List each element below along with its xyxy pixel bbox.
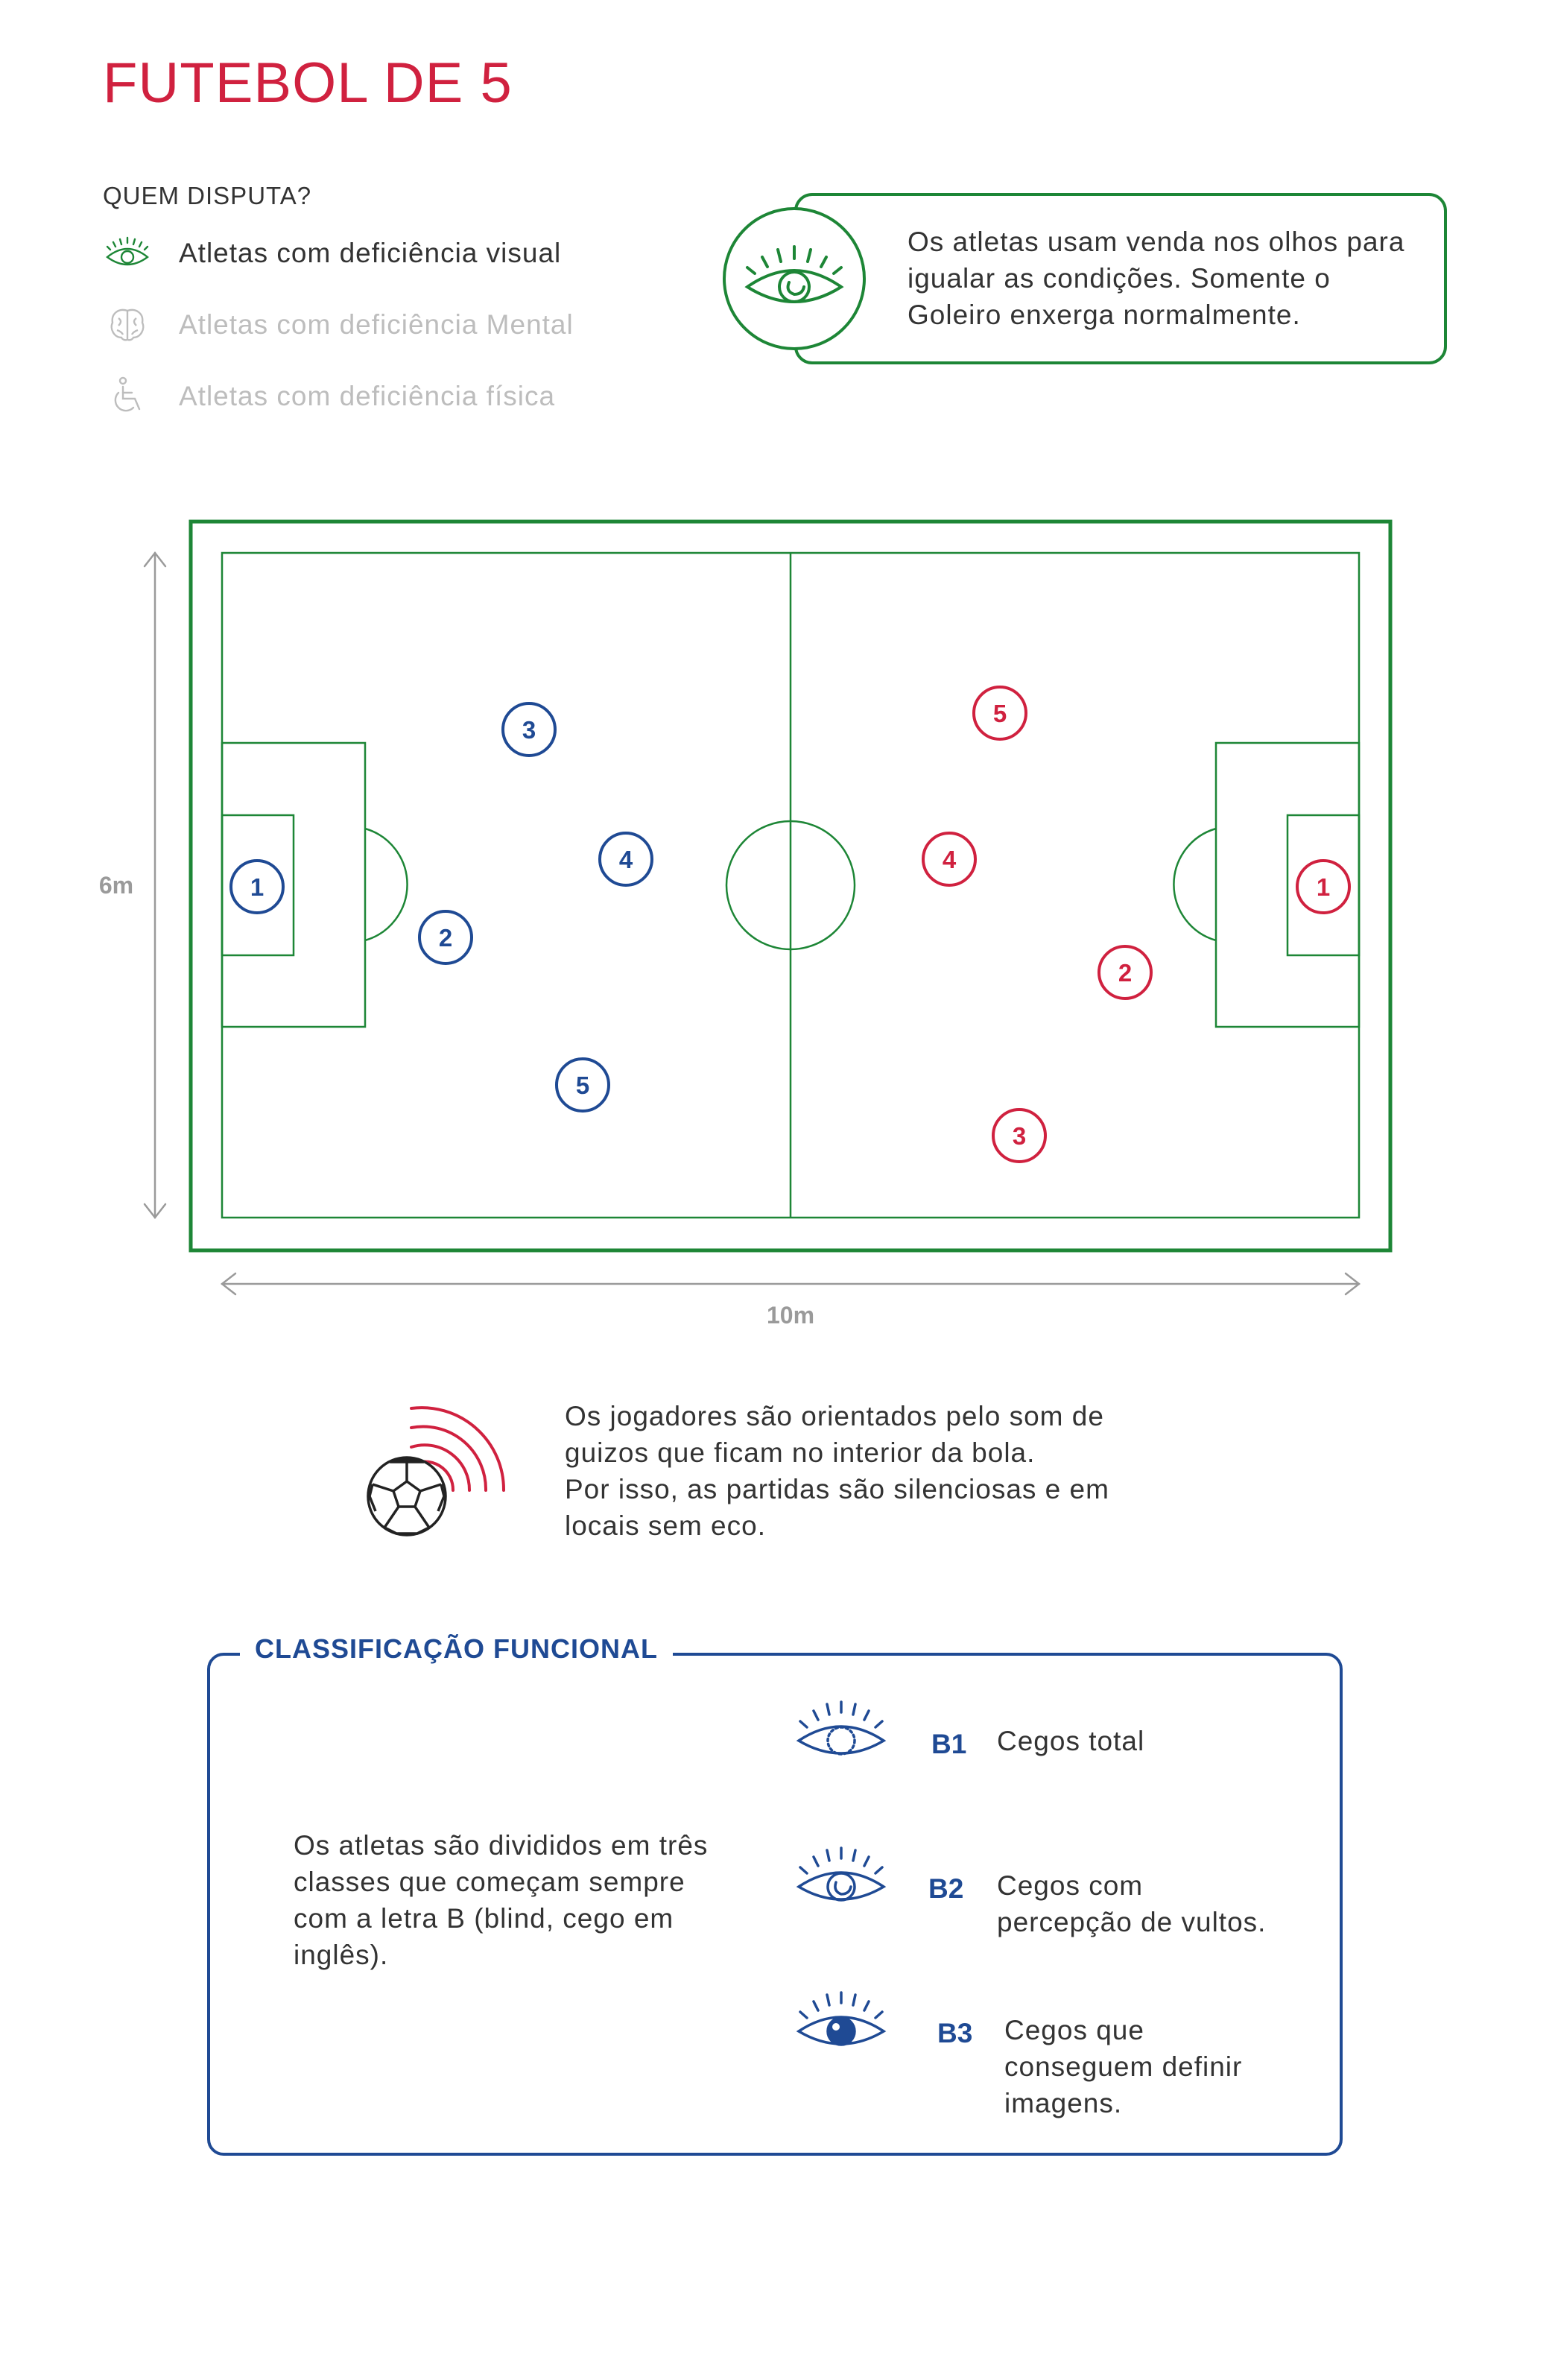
player-number: 4 [619,846,633,873]
classification-description: Os atletas são divididos em três classes… [294,1830,709,1970]
left-penalty-arc [364,827,408,942]
class-label-line: Cegos que [1004,2015,1144,2045]
classification-heading: CLASSIFICAÇÃO FUNCIONAL [240,1633,673,1665]
ball-text-line: locais sem eco. [565,1510,766,1541]
sound-waves-icon [410,1406,506,1492]
category-physical: Atletas com deficiência física [104,374,555,419]
player-number: 3 [1013,1122,1026,1150]
player-number: 2 [1118,959,1132,987]
category-visual: Atletas com deficiência visual [104,231,561,276]
class-label-line: imagens. [1004,2088,1123,2118]
player-number: 3 [522,716,536,744]
soccer-ball-icon [367,1456,447,1536]
width-label: 10m [767,1302,814,1329]
player-number: 2 [439,924,452,952]
b1-eye-icon [796,1700,887,1756]
field-diagram: 6m 10m 1 2 3 4 5 1 2 3 4 5 [99,519,1393,1329]
page-title: FUTEBOL DE 5 [103,51,513,115]
player-number: 5 [993,700,1007,727]
blue-player-3: 3 [501,702,557,757]
width-arrow-right [1344,1272,1361,1296]
category-label: Atletas com deficiência física [179,381,556,411]
ball-text-line: guizos que ficam no interior da bola. [565,1437,1036,1468]
b2-description: Cegos com percepção de vultos. [997,1867,1266,1940]
blue-player-2: 2 [418,910,473,965]
blue-player-4: 4 [598,832,653,887]
b3-description: Cegos que conseguem definir imagens. [1004,2012,1242,2121]
wheelchair-icon [104,376,151,417]
red-player-5: 5 [972,686,1027,741]
b3-eye-icon [796,1991,887,2046]
right-penalty-arc [1173,827,1217,942]
height-arrow-bottom [143,1203,167,1220]
height-arrow-top [143,551,167,568]
height-label: 6m [99,872,133,899]
category-label: Atletas com deficiência visual [179,238,562,268]
b2-code: B2 [928,1873,964,1904]
red-player-4: 4 [922,832,977,887]
brain-icon [104,304,151,346]
ball-text-line: Os jogadores são orientados pelo som de [565,1401,1104,1431]
width-arrow-left [220,1272,237,1296]
class-label-line: percepção de vultos. [997,1907,1267,1937]
b2-eye-icon [796,1846,887,1902]
class-label-line: Cegos com [997,1870,1144,1901]
who-plays-heading: QUEM DISPUTA? [103,182,312,209]
blue-player-1: 1 [229,859,285,914]
classification-box [207,1653,1343,2156]
class-label-line: Cegos total [997,1726,1145,1756]
player-number: 1 [250,873,264,901]
red-player-1: 1 [1296,859,1351,914]
b1-code: B1 [931,1729,967,1759]
player-number: 5 [576,1072,589,1099]
ball-text-line: Por isso, as partidas são silenciosas e … [565,1474,1109,1504]
class-label-line: conseguem definir [1004,2051,1243,2082]
red-player-2: 2 [1098,945,1153,1000]
left-goal-area [221,814,295,957]
info-text: Os atletas usam venda nos olhos para igu… [908,227,1405,330]
category-label: Atletas com deficiência Mental [179,309,574,340]
center-circle [725,820,856,951]
eye-icon [104,232,151,274]
blindfold-eye-icon [723,207,866,350]
b3-code: B3 [937,2018,973,2048]
category-mental: Atletas com deficiência Mental [104,303,574,347]
player-number: 4 [943,846,957,873]
b1-description: Cegos total [997,1723,1144,1759]
ball-description: Os jogadores são orientados pelo som de … [565,1398,1235,1544]
right-goal-area [1286,814,1361,957]
red-player-3: 3 [992,1108,1047,1163]
blue-player-5: 5 [555,1057,610,1113]
sounding-ball-icon [367,1406,506,1536]
player-number: 1 [1317,873,1330,901]
field-outer-border [189,519,1393,1253]
